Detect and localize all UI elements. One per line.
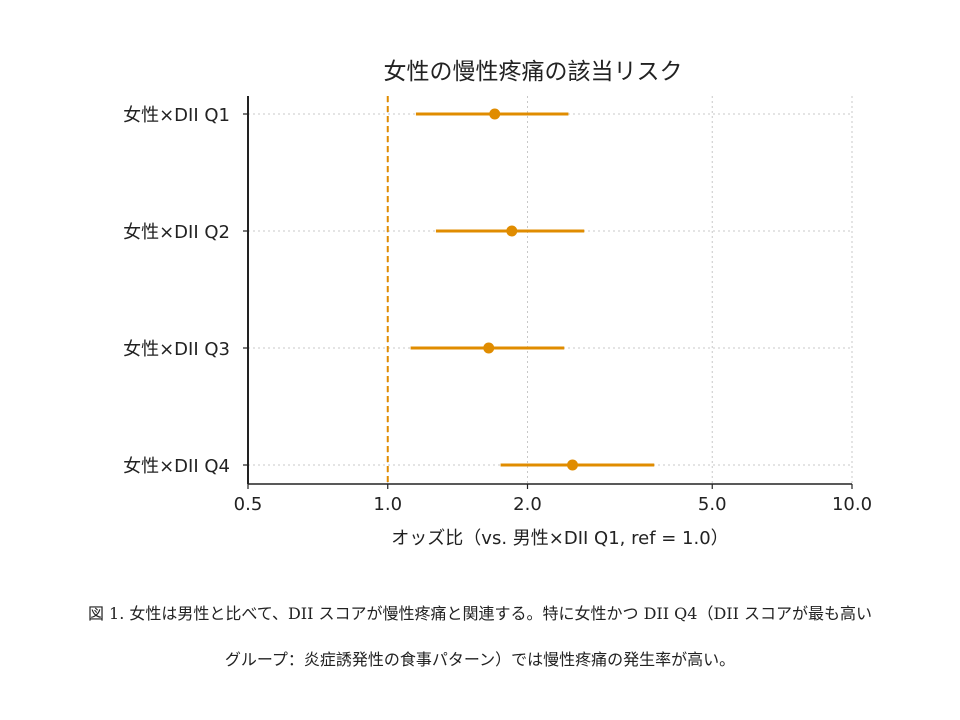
odds-ratio-point [566, 459, 578, 471]
y-tick-label: 女性×DII Q1 [123, 105, 230, 126]
x-tick-label: 1.0 [373, 494, 402, 515]
y-tick-label: 女性×DII Q3 [123, 339, 230, 360]
data-marks [410, 108, 655, 471]
y-tick-labels: 女性×DII Q1 女性×DII Q2 女性×DII Q3 女性×DII Q4 [123, 105, 230, 477]
x-tick-label: 0.5 [234, 494, 263, 515]
figure-caption-line-1: 図 1. 女性は男性と比べて、DII スコアが慢性疼痛と関連する。特に女性かつ … [87, 604, 873, 623]
chart-title: 女性の慢性疼痛の該当リスク [384, 59, 683, 85]
grid-lines [247, 96, 853, 484]
x-axis-label: オッズ比（vs. 男性×DII Q1, ref = 1.0） [391, 528, 728, 549]
x-tick-label: 5.0 [698, 494, 727, 515]
figure-caption-line-2: グループ：炎症誘発性の食事パターン）では慢性疼痛の発生率が高い。 [224, 650, 736, 669]
x-tick-label: 2.0 [513, 494, 542, 515]
x-tick-label: 10.0 [832, 494, 872, 515]
y-tick-label: 女性×DII Q4 [123, 456, 230, 477]
y-tick-label: 女性×DII Q2 [123, 222, 230, 243]
odds-ratio-point [506, 225, 518, 237]
odds-ratio-point [489, 108, 501, 120]
x-tick-labels: 0.5 1.0 2.0 5.0 10.0 [234, 494, 872, 515]
odds-ratio-point [483, 342, 495, 354]
axes [243, 96, 853, 489]
